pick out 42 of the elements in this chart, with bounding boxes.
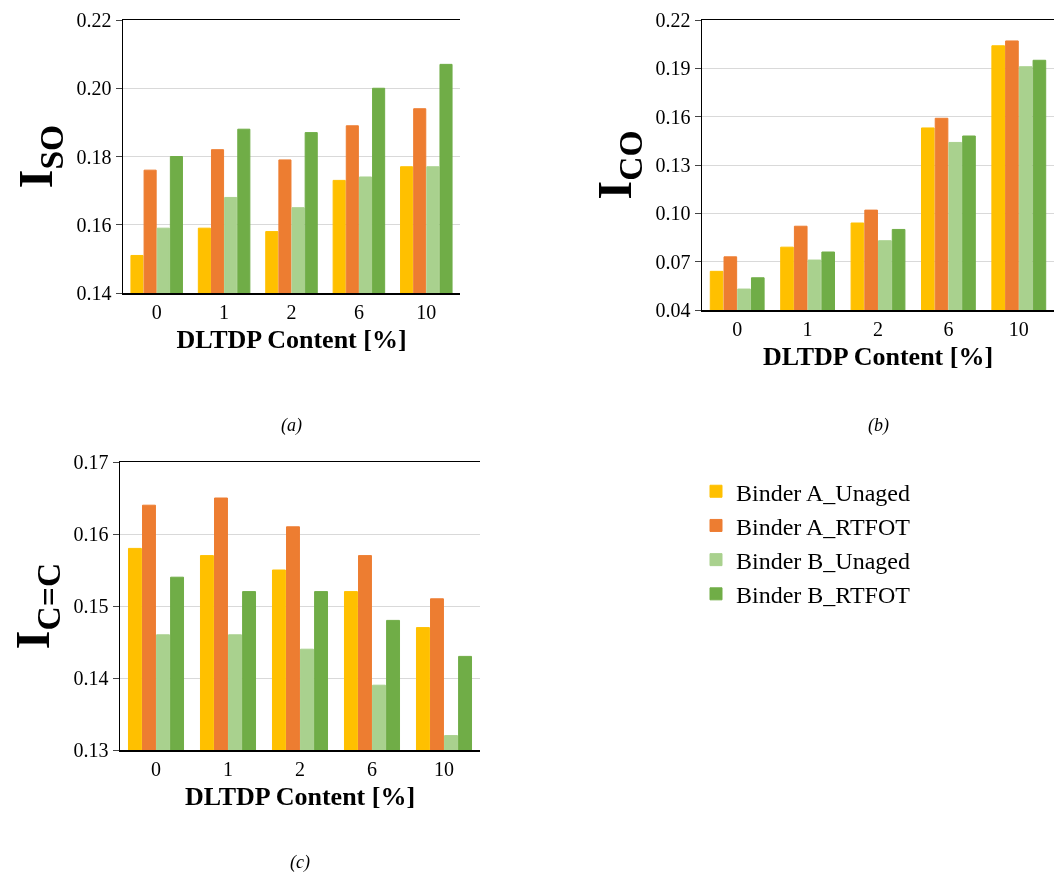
- text: (b): [868, 415, 889, 436]
- y-tick-label: 0.20: [76, 77, 112, 100]
- x-tick-label: 1: [223, 757, 233, 780]
- y-tick-label: 0.04: [655, 299, 691, 321]
- x-tick-label: 0: [151, 300, 162, 323]
- y-tick-label: 0.16: [655, 105, 691, 128]
- x-axis-title: DLTDP Content [%]: [184, 781, 416, 811]
- y-tick-label: 0.07: [655, 250, 691, 273]
- y-tick-label: 0.16: [76, 213, 112, 236]
- x-tick-label: 0: [151, 757, 161, 780]
- legend-label: Binder A_RTFOT: [736, 513, 911, 540]
- x-tick-label: 1: [219, 300, 230, 323]
- text: (a): [281, 415, 302, 436]
- y-tick-label: 0.22: [76, 9, 112, 31]
- x-tick-label: 10: [416, 300, 437, 323]
- x-tick-label: 6: [943, 317, 954, 340]
- x-tick-label: 1: [802, 317, 813, 340]
- y-tick-label: 0.14: [76, 282, 112, 304]
- x-tick-label: 6: [353, 300, 364, 323]
- x-tick-label: 2: [295, 757, 305, 780]
- legend-label: Binder A_Unaged: [736, 479, 910, 506]
- x-tick-label: 0: [732, 317, 743, 340]
- y-tick-label: 0.22: [655, 9, 691, 31]
- y-tick-label: 0.15: [73, 595, 109, 617]
- text: (c): [290, 852, 310, 873]
- legend-label: Binder B_RTFOT: [736, 582, 911, 609]
- y-tick-label: 0.10: [655, 202, 691, 225]
- y-tick-label: 0.16: [73, 523, 109, 545]
- y-tick-label: 0.18: [76, 145, 112, 168]
- y-tick-label: 0.14: [73, 667, 109, 689]
- y-tick-label: 0.13: [73, 739, 109, 761]
- y-tick-label: 0.13: [655, 154, 691, 176]
- x-tick-label: 2: [286, 300, 297, 323]
- x-tick-label: 10: [1008, 317, 1029, 340]
- x-tick-label: 6: [367, 757, 377, 780]
- y-tick-label: 0.19: [655, 57, 691, 80]
- y-tick-label: 0.17: [73, 451, 109, 473]
- x-axis-title: DLTDP Content [%]: [176, 324, 407, 354]
- x-tick-label: 2: [873, 317, 883, 340]
- x-axis-title: DLTDP Content [%]: [762, 341, 994, 371]
- x-tick-label: 10: [434, 757, 454, 780]
- legend-label: Binder B_Unaged: [736, 548, 910, 574]
